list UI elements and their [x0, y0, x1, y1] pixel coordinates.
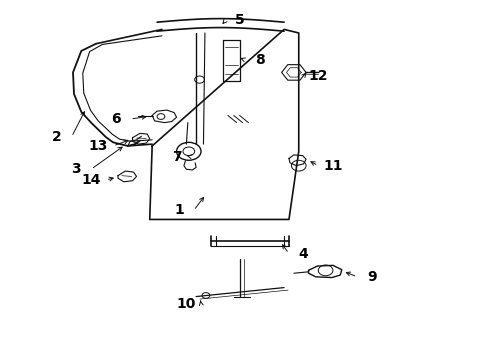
Text: 1: 1: [174, 203, 184, 217]
Text: 4: 4: [299, 247, 309, 261]
Text: 8: 8: [255, 53, 265, 67]
Text: 14: 14: [81, 173, 101, 187]
Text: 13: 13: [89, 139, 108, 153]
Text: 3: 3: [72, 162, 81, 176]
Text: 7: 7: [172, 150, 181, 164]
Text: 6: 6: [111, 112, 121, 126]
Text: 11: 11: [323, 159, 343, 173]
Text: 10: 10: [177, 297, 196, 311]
Text: 2: 2: [52, 130, 62, 144]
Text: 5: 5: [235, 13, 245, 27]
Text: 9: 9: [367, 270, 377, 284]
Text: 12: 12: [309, 69, 328, 83]
